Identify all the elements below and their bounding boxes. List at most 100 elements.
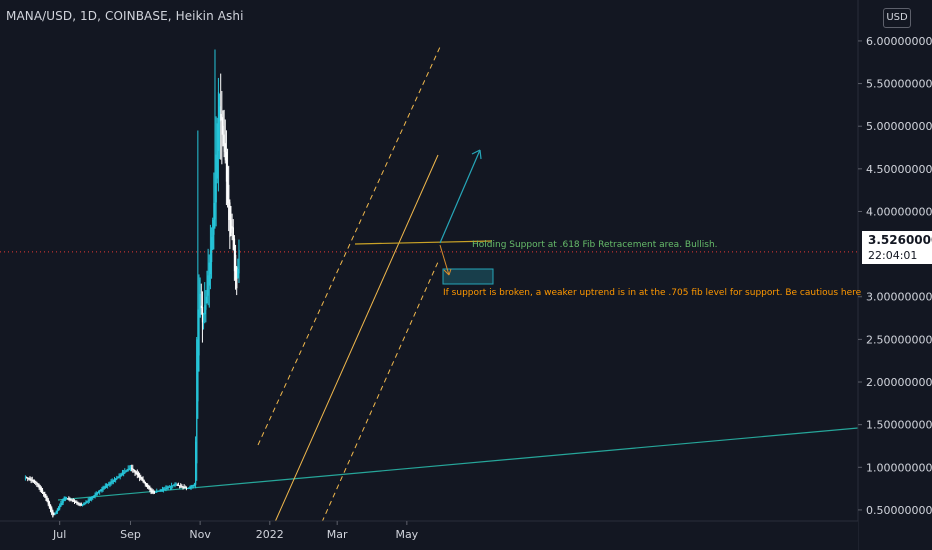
candle-body — [100, 489, 102, 492]
candle-body — [67, 498, 69, 500]
candle-body — [173, 484, 175, 486]
candle-body — [32, 480, 35, 482]
candle-body — [207, 275, 209, 296]
candle-body — [101, 488, 103, 491]
candle-body — [98, 491, 100, 494]
candle-body — [135, 471, 137, 474]
currency-button[interactable]: USD — [883, 8, 911, 28]
candle-body — [164, 488, 166, 490]
candle-body — [215, 154, 217, 203]
fib-618-support-line — [354, 240, 493, 245]
candle-body — [137, 473, 140, 477]
candle-body — [161, 489, 164, 491]
candle-body — [183, 486, 185, 488]
candle-body — [58, 506, 60, 511]
candle-body — [29, 478, 31, 480]
candle-body — [26, 477, 28, 479]
x-tick-label: May — [395, 528, 418, 541]
candle-body — [60, 503, 62, 507]
candle-body — [166, 487, 168, 489]
candle-body — [31, 479, 33, 481]
candle-body — [139, 475, 141, 478]
candle-body — [185, 487, 188, 489]
candle-body — [216, 123, 218, 179]
candle-body — [182, 486, 184, 488]
candle-body — [217, 92, 220, 151]
candle-body — [148, 486, 150, 489]
candle-body — [159, 490, 161, 492]
candle-body — [198, 279, 200, 356]
candle-body — [45, 495, 47, 500]
last-price-tag: 3.52600000 22:04:01 — [862, 231, 932, 264]
candle-body — [64, 497, 67, 500]
candle-body — [39, 486, 41, 491]
candle-body — [96, 492, 99, 495]
candle-body — [204, 305, 206, 315]
candle-body — [27, 477, 29, 479]
candle-body — [117, 476, 119, 479]
candle-body — [62, 499, 64, 503]
channel-lower-line — [321, 261, 439, 523]
candle-body — [59, 504, 61, 509]
candle-body — [69, 498, 71, 500]
candle-body — [102, 487, 104, 490]
candle-body — [63, 497, 65, 502]
candle-body — [109, 482, 111, 485]
candle-body — [111, 480, 113, 483]
candle-body — [169, 486, 172, 488]
candle-body — [200, 305, 202, 309]
candle-body — [77, 502, 79, 504]
x-tick-label: 2022 — [256, 528, 284, 541]
candle-body — [133, 469, 135, 472]
candle-body — [235, 254, 237, 280]
candle-body — [38, 484, 40, 489]
candle-body — [127, 468, 129, 471]
candle-body — [153, 491, 156, 493]
y-tick-label: 1.00000000 — [866, 461, 932, 474]
candle-body — [229, 202, 231, 238]
candle-body — [150, 488, 152, 492]
candle-body — [209, 249, 212, 275]
candle-body — [201, 306, 204, 323]
candle-body — [165, 488, 167, 490]
candle-body — [50, 504, 52, 511]
candle-body — [142, 479, 144, 482]
candle-body — [37, 483, 39, 487]
candle-body — [143, 480, 145, 484]
bullish-arrowhead — [471, 149, 482, 160]
candle-body — [158, 490, 160, 492]
candle-body — [53, 513, 55, 515]
candle-body — [123, 472, 125, 475]
candle-body — [225, 151, 228, 182]
candle-body — [61, 501, 63, 505]
candle-body — [206, 288, 208, 304]
support-note[interactable]: Holding Support at .618 Fib Retracement … — [472, 240, 718, 250]
candle-body — [222, 125, 224, 144]
warning-note[interactable]: If support is broken, a weaker uptrend i… — [443, 288, 862, 298]
candle-body — [112, 480, 115, 482]
candle-body — [94, 494, 96, 497]
candle-body — [224, 143, 226, 161]
candle-body — [197, 309, 199, 402]
candle-body — [118, 475, 120, 478]
candle-body — [167, 487, 169, 489]
fib-705-zone-box — [442, 268, 494, 285]
candle-body — [192, 484, 194, 487]
candle-body — [193, 484, 196, 486]
candle-body — [47, 499, 49, 505]
candle-body — [174, 484, 176, 486]
candle-body — [84, 502, 86, 505]
candle-body — [144, 481, 147, 485]
candle-body — [181, 486, 183, 488]
candle-body — [172, 485, 174, 487]
candle-body — [208, 262, 210, 286]
candle-body — [232, 227, 234, 250]
candle-body — [190, 486, 192, 488]
candle-body — [163, 488, 165, 490]
candle-body — [195, 441, 197, 485]
candle-body — [56, 508, 59, 513]
candle-body — [179, 485, 181, 487]
candle-body — [93, 495, 95, 498]
